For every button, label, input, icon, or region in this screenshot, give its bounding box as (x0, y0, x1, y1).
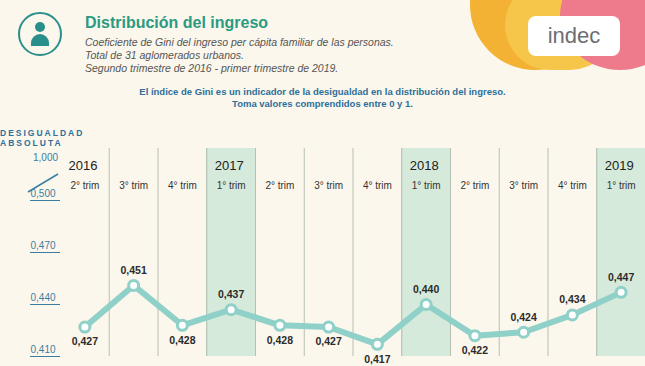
svg-text:0,451: 0,451 (120, 264, 146, 276)
html-text:Toma valores comprendidos entr: Toma valores comprendidos entre 0 y 1. (232, 98, 413, 109)
svg-text:0,427: 0,427 (315, 335, 341, 347)
svg-text:2018: 2018 (410, 158, 439, 173)
svg-text:2° trim: 2° trim (460, 180, 489, 191)
html-text:Distribución del ingreso: Distribución del ingreso (85, 14, 269, 31)
svg-text:3° trim: 3° trim (119, 180, 148, 191)
svg-text:0,427: 0,427 (72, 335, 98, 347)
svg-text:0,434: 0,434 (559, 293, 585, 305)
svg-text:2019: 2019 (605, 158, 634, 173)
html-text:Total de 31 aglomerados urbano: Total de 31 aglomerados urbanos. (85, 49, 244, 61)
html-text:El índice de Gini es un indica: El índice de Gini es un indicador de la … (139, 86, 506, 97)
svg-text:2° trim: 2° trim (265, 180, 294, 191)
svg-text:0,500: 0,500 (31, 188, 56, 199)
svg-text:2017: 2017 (215, 158, 244, 173)
svg-text:0,440: 0,440 (413, 283, 439, 295)
svg-text:0,440: 0,440 (31, 292, 56, 303)
svg-text:1° trim: 1° trim (412, 180, 441, 191)
svg-text:3° trim: 3° trim (314, 180, 343, 191)
svg-text:2016: 2016 (69, 158, 98, 173)
html-text:indec: indec (547, 23, 601, 48)
svg-text:2° trim: 2° trim (70, 180, 99, 191)
svg-text:3° trim: 3° trim (509, 180, 538, 191)
html-text:Segundo trimestre de 2016 - pr: Segundo trimestre de 2016 - primer trime… (85, 62, 339, 74)
html-text:DESIGUALDAD ABSOLUTA: DESIGUALDAD ABSOLUTA (0, 128, 85, 148)
svg-text:4° trim: 4° trim (168, 180, 197, 191)
svg-text:0,424: 0,424 (510, 311, 536, 323)
svg-text:0,410: 0,410 (31, 344, 56, 355)
svg-text:0,417: 0,417 (364, 353, 390, 365)
html-text:1,000: 1,000 (33, 152, 58, 163)
html-text:Coeficiente de Gini del ingres: Coeficiente de Gini del ingreso per cápi… (85, 36, 394, 48)
svg-text:0,437: 0,437 (218, 288, 244, 300)
svg-text:0,447: 0,447 (608, 271, 634, 283)
svg-text:4° trim: 4° trim (363, 180, 392, 191)
svg-text:1° trim: 1° trim (607, 180, 636, 191)
svg-text:1° trim: 1° trim (217, 180, 246, 191)
svg-text:0,470: 0,470 (31, 240, 56, 251)
svg-text:4° trim: 4° trim (558, 180, 587, 191)
svg-text:0,422: 0,422 (462, 344, 488, 356)
svg-text:0,428: 0,428 (267, 334, 293, 346)
svg-text:0,428: 0,428 (169, 334, 195, 346)
